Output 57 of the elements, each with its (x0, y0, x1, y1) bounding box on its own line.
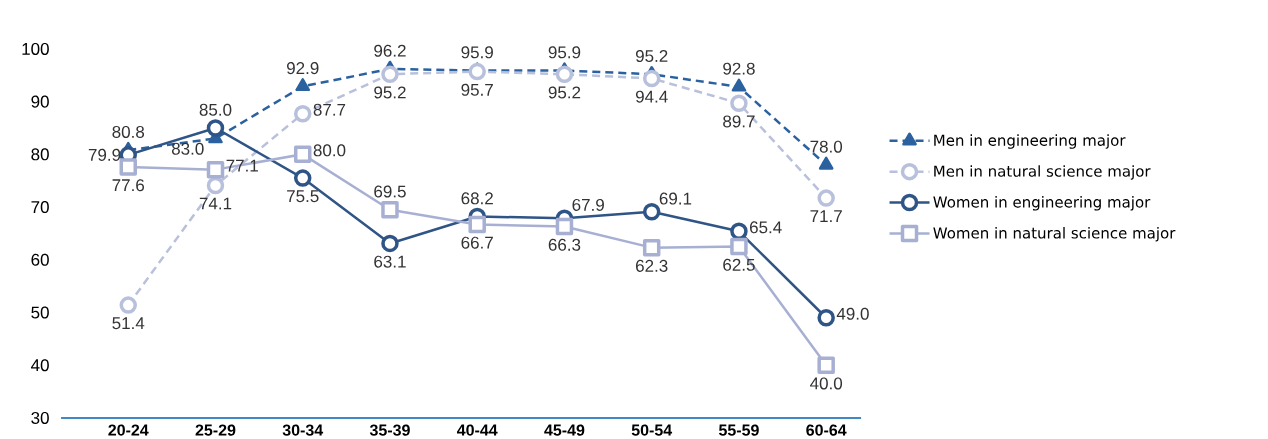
data-label: 78.0 (810, 140, 843, 153)
data-label: 69.5 (374, 185, 406, 198)
x-tick-label: 35-39 (369, 424, 410, 436)
data-label: 62.5 (723, 258, 755, 271)
y-tick-label: 60 (31, 253, 49, 266)
y-tick-label: 50 (31, 306, 49, 319)
data-label: 95.9 (461, 46, 493, 59)
data-label: 79.9 (88, 148, 121, 161)
data-label: 51.4 (112, 317, 145, 330)
legend-label: Women in natural science major (933, 227, 1176, 242)
legend-label: Men in engineering major (934, 134, 1126, 149)
data-label: 96.2 (374, 44, 406, 57)
y-tick-label: 90 (31, 95, 49, 108)
data-label: 68.2 (461, 192, 493, 205)
legend-label: Women in engineering major (933, 196, 1151, 211)
x-tick-label: 25-29 (195, 424, 236, 436)
y-tick-label: 80 (31, 148, 49, 161)
data-label: 62.3 (636, 259, 668, 272)
y-tick-label: 70 (31, 201, 49, 214)
data-label: 40.0 (810, 377, 843, 390)
data-label: 83.0 (171, 142, 204, 155)
data-label: 67.9 (572, 198, 604, 211)
data-label: 92.8 (723, 62, 755, 75)
data-label: 80.8 (112, 125, 145, 138)
data-label: 87.7 (313, 103, 346, 116)
data-label: 66.7 (461, 236, 493, 249)
data-label: 65.4 (750, 221, 782, 234)
y-tick-label: 30 (31, 411, 49, 424)
data-label: 77.1 (226, 159, 258, 172)
data-label: 92.9 (286, 62, 319, 75)
y-tick-label: 40 (31, 359, 49, 372)
x-tick-label: 45-49 (544, 424, 585, 436)
data-label: 77.6 (112, 179, 145, 192)
x-tick-label: 50-54 (631, 424, 673, 436)
data-label: 75.5 (287, 190, 319, 203)
x-tick-label: 55-59 (718, 424, 759, 436)
data-label: 85.0 (199, 103, 232, 116)
y-tick-label: 100 (22, 42, 49, 55)
data-label: 74.1 (199, 197, 232, 210)
legend-label: Men in natural science major (934, 165, 1151, 180)
data-label: 89.7 (723, 115, 755, 128)
data-label: 66.3 (548, 238, 581, 251)
data-label: 49.0 (836, 307, 869, 320)
data-label: 95.2 (635, 49, 668, 63)
data-label: 63.1 (374, 255, 406, 268)
data-label: 95.9 (548, 46, 581, 59)
x-tick-label: 30-34 (282, 424, 324, 436)
data-label: 69.1 (659, 192, 692, 205)
data-label: 95.7 (461, 83, 493, 96)
data-label: 95.2 (548, 86, 581, 99)
x-tick-label: 40-44 (456, 424, 498, 436)
data-label: 80.0 (313, 144, 346, 157)
data-label: 94.4 (635, 90, 668, 103)
x-tick-label: 20-24 (108, 424, 149, 436)
data-label: 95.2 (374, 86, 406, 99)
x-tick-label: 60-64 (806, 424, 847, 436)
data-label: 71.7 (810, 210, 842, 222)
